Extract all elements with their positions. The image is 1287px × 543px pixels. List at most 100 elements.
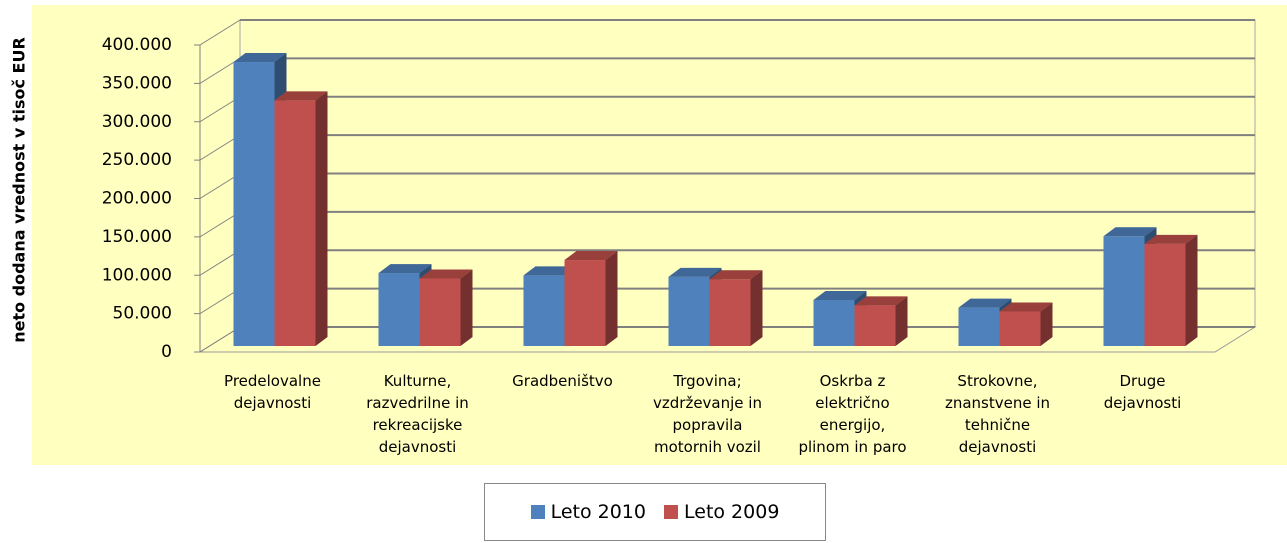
y-axis-label: neto dodana vrednost v tisoč EUR [10, 37, 29, 343]
x-tick-label: Strokovne, znanstvene in tehnične dejavn… [944, 372, 1051, 456]
grid-line [199, 134, 1255, 161]
bar-top [958, 298, 1012, 308]
grid-line [199, 172, 1255, 199]
y-tick-label: 200.000 [102, 189, 172, 209]
bar-front [813, 299, 855, 346]
bar-side-shade [1185, 234, 1198, 346]
bar-front [999, 311, 1041, 346]
bar-top [419, 269, 473, 279]
grid-side [199, 288, 241, 315]
bar-top-shade [1103, 227, 1157, 237]
bar-side-shade [750, 270, 763, 346]
bar-side [750, 270, 763, 346]
grid-side [199, 19, 241, 46]
bar-side-shade [605, 251, 618, 346]
bar-top [709, 270, 763, 280]
bar [709, 270, 763, 346]
bar-top-shade [854, 296, 908, 306]
bar-top-shade [233, 53, 287, 63]
bar-front [709, 279, 751, 346]
bar-top-shade [999, 302, 1053, 312]
legend-swatch [664, 505, 678, 519]
x-tick-label: Trgovina; vzdrževanje in popravila motor… [653, 372, 762, 456]
bar-front [854, 305, 896, 346]
x-tick-label: Predelovalne dejavnosti [224, 372, 321, 412]
x-tick-label: Kulturne, razvedrilne in rekreacijske de… [366, 372, 469, 456]
bar-front [1144, 243, 1186, 346]
grid-line [199, 95, 1255, 123]
y-tick-label: 150.000 [102, 227, 172, 247]
bar-side [315, 91, 328, 347]
bar-front [958, 307, 1000, 346]
grid-line [199, 210, 1255, 238]
bar-top [233, 53, 287, 63]
bar-top [813, 290, 867, 300]
bar-top-shade [564, 251, 618, 261]
legend-item: Leto 2009 [664, 501, 779, 523]
grid-line [199, 19, 1255, 46]
bar [419, 269, 473, 346]
legend-label: Leto 2010 [550, 501, 646, 523]
grid-side [199, 211, 241, 238]
bar-front [1103, 236, 1145, 346]
y-tick-label: 100.000 [102, 265, 172, 285]
bar-front [668, 276, 710, 346]
bar-top-shade [1144, 234, 1198, 244]
bar-top [999, 302, 1053, 312]
grid-side [199, 326, 241, 353]
bar-side [895, 296, 908, 346]
bar-side [1185, 234, 1198, 346]
bar-top-shade [523, 266, 577, 276]
bar-top [274, 91, 328, 101]
y-tick-label: 50.000 [113, 304, 172, 324]
grid-side [199, 134, 241, 161]
grid-side [199, 96, 241, 123]
bar-front [378, 273, 420, 346]
bar-side [605, 251, 618, 346]
bar-side [1040, 302, 1053, 346]
y-tick-label: 0 [161, 342, 172, 362]
legend: Leto 2010 Leto 2009 [484, 483, 826, 541]
grid-line [199, 249, 1255, 276]
bar-side-shade [315, 91, 328, 347]
bar-top-shade [668, 267, 722, 277]
x-tick-label: Oskrba z električno energijo, plinom in … [798, 372, 907, 456]
bar-top [1144, 234, 1198, 244]
bar-top [564, 251, 618, 261]
bar-side-shade [1040, 302, 1053, 346]
bar-top [854, 296, 908, 306]
bar-front [274, 100, 316, 347]
bar-top-shade [958, 298, 1012, 308]
bar-front [419, 278, 461, 346]
bar-front [233, 62, 275, 347]
legend-item: Leto 2010 [530, 501, 646, 523]
bar [274, 91, 328, 347]
bar-side-shade [460, 269, 473, 346]
grid-side [199, 57, 241, 84]
y-tick-label: 400.000 [102, 35, 172, 55]
bar-top [378, 264, 432, 274]
bar-top-shade [274, 91, 328, 101]
bar-top-shade [419, 269, 473, 279]
bar-front [523, 275, 565, 346]
bar-top [668, 267, 722, 277]
bar [564, 251, 618, 346]
y-tick-label: 300.000 [102, 112, 172, 132]
legend-label: Leto 2009 [684, 501, 780, 523]
y-tick-label: 350.000 [102, 73, 172, 93]
bar [999, 302, 1053, 346]
bar-top-shade [709, 270, 763, 280]
bar-top-shade [378, 264, 432, 274]
bar-front [564, 260, 606, 346]
bar-side-shade [895, 296, 908, 346]
x-tick-label: Gradbeništvo [512, 372, 613, 390]
grid-line [199, 57, 1255, 84]
bar-top [1103, 227, 1157, 237]
bar-top-shade [813, 290, 867, 300]
bar-side [460, 269, 473, 346]
bar [854, 296, 908, 346]
grid-side [199, 173, 241, 199]
bar-top [523, 266, 577, 276]
x-tick-label: Druge dejavnosti [1103, 372, 1182, 412]
